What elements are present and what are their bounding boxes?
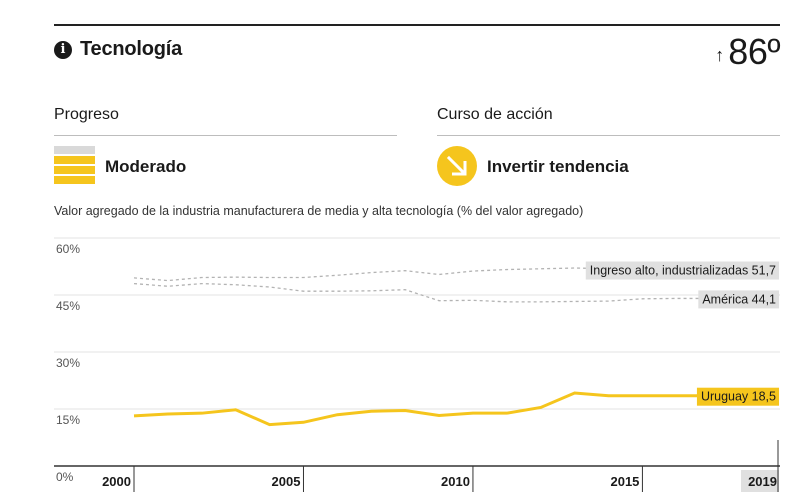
x-tick-label: 2010 bbox=[441, 474, 470, 489]
arrow-up-icon: ↑ bbox=[715, 45, 725, 65]
progress-label: Progreso bbox=[54, 106, 119, 123]
series-labels: Ingreso alto, industrializadas 51,7 Améri… bbox=[585, 261, 780, 406]
action-divider bbox=[437, 135, 780, 136]
chart-series bbox=[133, 267, 778, 427]
series-label-bg bbox=[696, 387, 780, 406]
y-tick-label: 0% bbox=[56, 470, 74, 484]
top-rule bbox=[54, 24, 780, 26]
series-line-uruguay bbox=[133, 391, 778, 427]
y-tick-label: 30% bbox=[56, 356, 80, 370]
x-tick-label: 2000 bbox=[102, 474, 131, 489]
progress-bar-filled bbox=[54, 176, 95, 184]
progress-bar-filled bbox=[54, 166, 95, 174]
info-icon[interactable]: i bbox=[54, 40, 72, 59]
x-axis: 2000 2005 2010 2015 2019 bbox=[102, 440, 779, 492]
progress-divider bbox=[54, 135, 397, 136]
series-end-label: Uruguay 18,5 bbox=[701, 390, 776, 404]
chart-title: Valor agregado de la industria manufactu… bbox=[54, 204, 584, 218]
series-label-bg bbox=[585, 261, 780, 280]
series-end-label: Ingreso alto, industrializadas 51,7 bbox=[590, 264, 776, 278]
progress-bar-filled bbox=[54, 156, 95, 164]
rank-indicator: ↑ 86º bbox=[715, 34, 780, 70]
action-label: Curso de acción bbox=[437, 106, 553, 123]
series-label-bg bbox=[698, 290, 780, 309]
y-tick-label: 60% bbox=[56, 242, 80, 256]
x-tick-highlight bbox=[741, 470, 779, 492]
y-tick-label: 45% bbox=[56, 299, 80, 313]
series-end-label: América 44,1 bbox=[702, 292, 776, 306]
x-tick-label: 2015 bbox=[610, 474, 639, 489]
x-tick-label: 2019 bbox=[748, 474, 777, 489]
progress-bar-empty bbox=[54, 146, 95, 154]
progress-status: Moderado bbox=[105, 157, 187, 176]
rank-value: 86º bbox=[728, 31, 780, 72]
progress-bars-icon bbox=[54, 146, 95, 186]
page-title: Tecnología bbox=[80, 38, 183, 60]
action-status: Invertir tendencia bbox=[487, 157, 629, 176]
chart-grid: 0% 15% 30% 45% 60% bbox=[54, 237, 780, 484]
line-chart: 0% 15% 30% 45% 60% 2000 2005 2010 2015 2019 Ingr… bbox=[54, 237, 780, 492]
arrow-down-right-icon bbox=[437, 146, 477, 186]
title-row: i Tecnología bbox=[54, 38, 182, 61]
y-tick-label: 15% bbox=[56, 413, 80, 427]
series-line-am-rica bbox=[133, 282, 778, 303]
x-tick-label: 2005 bbox=[272, 474, 301, 489]
